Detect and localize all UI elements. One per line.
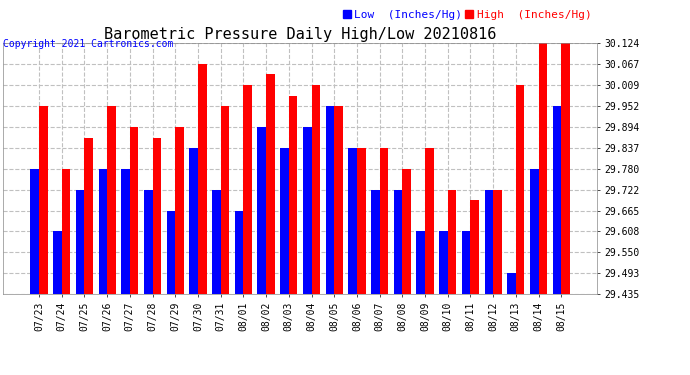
- Bar: [303, 127, 311, 294]
- Bar: [280, 148, 289, 294]
- Title: Barometric Pressure Daily High/Low 20210816: Barometric Pressure Daily High/Low 20210…: [104, 27, 496, 42]
- Bar: [416, 231, 425, 294]
- Bar: [39, 106, 48, 294]
- Bar: [244, 85, 252, 294]
- Text: Copyright 2021 Cartronics.com: Copyright 2021 Cartronics.com: [3, 39, 174, 50]
- Bar: [257, 127, 266, 294]
- Bar: [561, 43, 570, 294]
- Bar: [394, 190, 402, 294]
- Bar: [152, 138, 161, 294]
- Bar: [507, 273, 516, 294]
- Bar: [357, 148, 366, 294]
- Bar: [99, 169, 107, 294]
- Bar: [402, 169, 411, 294]
- Bar: [130, 127, 139, 294]
- Bar: [348, 148, 357, 294]
- Bar: [471, 200, 479, 294]
- Bar: [516, 85, 524, 294]
- Bar: [221, 106, 229, 294]
- Bar: [61, 169, 70, 294]
- Bar: [76, 190, 84, 294]
- Bar: [334, 106, 343, 294]
- Bar: [84, 138, 93, 294]
- Bar: [553, 106, 561, 294]
- Bar: [484, 190, 493, 294]
- Bar: [493, 190, 502, 294]
- Bar: [212, 190, 221, 294]
- Bar: [448, 190, 456, 294]
- Bar: [371, 190, 380, 294]
- Bar: [425, 148, 433, 294]
- Bar: [289, 96, 297, 294]
- Bar: [539, 43, 547, 294]
- Bar: [30, 169, 39, 294]
- Bar: [175, 127, 184, 294]
- Bar: [53, 231, 61, 294]
- Bar: [266, 75, 275, 294]
- Bar: [189, 148, 198, 294]
- Bar: [121, 169, 130, 294]
- Bar: [311, 85, 320, 294]
- Bar: [439, 231, 448, 294]
- Bar: [235, 210, 244, 294]
- Bar: [198, 64, 206, 294]
- Bar: [462, 231, 471, 294]
- Bar: [144, 190, 152, 294]
- Bar: [530, 169, 539, 294]
- Bar: [167, 210, 175, 294]
- Bar: [380, 148, 388, 294]
- Bar: [107, 106, 116, 294]
- Legend: Low  (Inches/Hg), High  (Inches/Hg): Low (Inches/Hg), High (Inches/Hg): [343, 10, 591, 20]
- Bar: [326, 106, 334, 294]
